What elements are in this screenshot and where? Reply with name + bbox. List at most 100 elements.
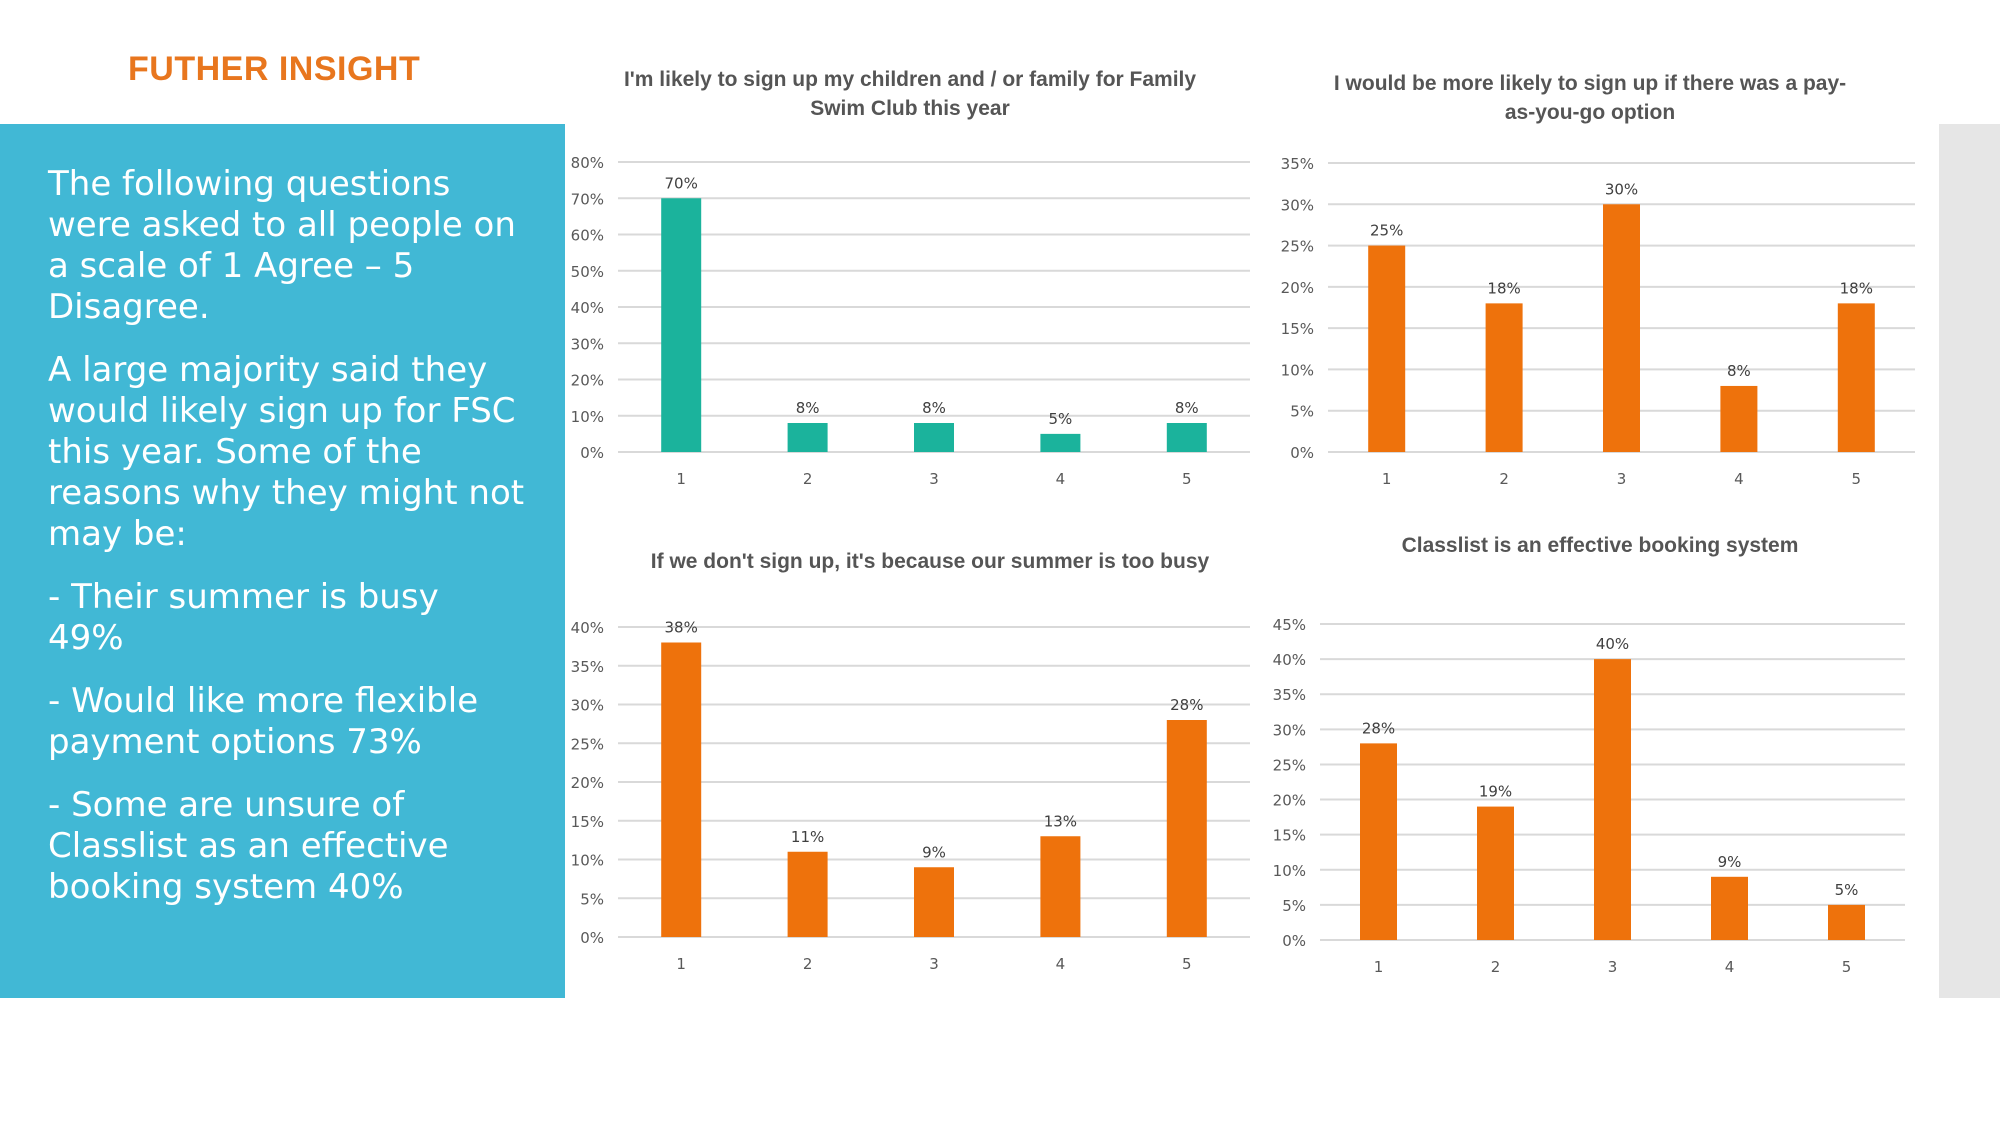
insight-busy-summer: - Their summer is busy 49% bbox=[48, 577, 439, 658]
y-tick-label: 30% bbox=[1281, 196, 1314, 214]
chart-3-summer-busy: 0% 5% 10% 15% 20% 25% 30% 35% 40% 38% 1 11% 2 9% 3 13% 4… bbox=[571, 619, 1250, 973]
data-label: 70% bbox=[665, 174, 698, 192]
data-label: 38% bbox=[665, 619, 698, 637]
data-label: 8% bbox=[922, 399, 946, 417]
chart-4-classlist-booking: 0%5%10%15%20%25%30%35%40%45%28%119%240%3… bbox=[1273, 616, 1905, 976]
x-tick-label: 1 bbox=[676, 470, 686, 488]
y-tick-label: 0% bbox=[1290, 444, 1314, 462]
x-tick-label: 4 bbox=[1056, 470, 1066, 488]
bar-4 bbox=[1040, 433, 1081, 452]
data-label: 5% bbox=[1835, 881, 1859, 899]
chart-4-title: Classlist is an effective booking system bbox=[1401, 534, 1799, 557]
x-tick-label: 3 bbox=[929, 470, 939, 488]
x-tick-label: 2 bbox=[803, 470, 813, 488]
chart-3-title: If we don't sign up, it's because our su… bbox=[650, 550, 1210, 573]
y-tick-label: 10% bbox=[571, 408, 604, 426]
data-label: 18% bbox=[1840, 279, 1873, 297]
x-tick-label: 2 bbox=[803, 955, 813, 973]
insight-panel: The following questions were asked to al… bbox=[0, 124, 565, 998]
y-tick-label: 15% bbox=[571, 813, 604, 831]
bar-5 bbox=[1828, 904, 1865, 940]
data-label: 9% bbox=[1718, 853, 1742, 871]
y-tick-label: 20% bbox=[571, 774, 604, 792]
x-tick-label: 1 bbox=[1382, 470, 1392, 488]
data-label: 19% bbox=[1479, 783, 1512, 801]
x-tick-label: 3 bbox=[1608, 958, 1618, 976]
right-edge-strip bbox=[1939, 124, 2000, 998]
data-label: 8% bbox=[1727, 362, 1751, 380]
data-label: 8% bbox=[1175, 399, 1199, 417]
bar-5 bbox=[1166, 720, 1207, 937]
chart-1-sign-up-likelihood: 0% 10% 20% 30% 40% 50% 60% 70% 80% 70% 1 8% 2 8% 3 5% 4 8… bbox=[571, 154, 1250, 488]
bar-2 bbox=[1485, 303, 1523, 452]
page-title: FUTHER INSIGHT bbox=[128, 50, 421, 88]
data-label: 28% bbox=[1362, 719, 1395, 737]
y-tick-label: 5% bbox=[1290, 403, 1314, 421]
data-label: 13% bbox=[1044, 812, 1077, 830]
y-tick-label: 80% bbox=[571, 154, 604, 172]
x-tick-label: 4 bbox=[1734, 470, 1744, 488]
x-tick-label: 4 bbox=[1056, 955, 1066, 973]
x-tick-label: 3 bbox=[1617, 470, 1627, 488]
insight-classlist: - Some are unsure of Classlist as an eff… bbox=[48, 785, 449, 907]
y-tick-label: 25% bbox=[1281, 238, 1314, 256]
y-tick-label: 25% bbox=[571, 735, 604, 753]
bar-4 bbox=[1711, 876, 1748, 940]
y-tick-label: 15% bbox=[1273, 827, 1306, 845]
y-tick-label: 15% bbox=[1281, 320, 1314, 338]
y-tick-label: 30% bbox=[571, 697, 604, 715]
y-tick-label: 5% bbox=[1282, 897, 1306, 915]
bar-5 bbox=[1166, 423, 1207, 452]
x-tick-label: 1 bbox=[1374, 958, 1384, 976]
y-tick-label: 0% bbox=[1282, 932, 1306, 950]
y-tick-label: 25% bbox=[1273, 756, 1306, 774]
chart-2-pay-as-you-go: 0% 5% 10% 15% 20% 25% 30% 35% 25% 1 18% 2 30% 3 8% 4 18%… bbox=[1281, 155, 1915, 488]
bar-3 bbox=[1594, 659, 1631, 940]
insight-majority: A large majority said they would likely … bbox=[48, 350, 525, 554]
bar-1 bbox=[1360, 743, 1397, 940]
y-tick-label: 35% bbox=[571, 658, 604, 676]
x-tick-label: 5 bbox=[1182, 955, 1192, 973]
bar-3 bbox=[1603, 204, 1640, 452]
bar-3 bbox=[914, 867, 954, 937]
y-tick-label: 30% bbox=[571, 335, 604, 353]
y-tick-label: 5% bbox=[580, 890, 604, 908]
bar-3 bbox=[914, 423, 954, 452]
y-tick-label: 60% bbox=[571, 227, 604, 245]
bar-1 bbox=[661, 198, 702, 452]
y-tick-label: 0% bbox=[580, 444, 604, 462]
data-label: 25% bbox=[1370, 222, 1403, 240]
x-tick-label: 5 bbox=[1182, 470, 1192, 488]
y-tick-label: 70% bbox=[571, 190, 604, 208]
insight-flexible-payment: - Would like more flexible payment optio… bbox=[48, 681, 479, 762]
bar-4 bbox=[1040, 836, 1081, 937]
y-tick-label: 0% bbox=[580, 929, 604, 947]
data-label: 30% bbox=[1605, 180, 1638, 198]
y-tick-label: 50% bbox=[571, 263, 604, 281]
bar-2 bbox=[787, 423, 828, 452]
data-label: 11% bbox=[791, 828, 824, 846]
data-label: 9% bbox=[922, 843, 946, 861]
x-tick-label: 5 bbox=[1842, 958, 1852, 976]
bar-1 bbox=[1368, 245, 1406, 452]
bar-2 bbox=[787, 851, 828, 937]
x-tick-label: 2 bbox=[1491, 958, 1501, 976]
x-tick-label: 2 bbox=[1499, 470, 1509, 488]
y-tick-label: 40% bbox=[571, 299, 604, 317]
data-label: 18% bbox=[1487, 279, 1520, 297]
bar-1 bbox=[661, 642, 702, 937]
y-tick-label: 10% bbox=[1273, 862, 1306, 880]
data-label: 28% bbox=[1170, 696, 1203, 714]
bar-2 bbox=[1477, 806, 1514, 940]
y-tick-label: 40% bbox=[1273, 651, 1306, 669]
chart-2-title: I would be more likely to sign up if the… bbox=[1333, 72, 1847, 124]
y-tick-label: 20% bbox=[1273, 792, 1306, 810]
x-tick-label: 5 bbox=[1852, 470, 1862, 488]
data-label: 8% bbox=[796, 399, 820, 417]
y-tick-label: 10% bbox=[1281, 361, 1314, 379]
y-tick-label: 35% bbox=[1281, 155, 1314, 173]
x-tick-label: 1 bbox=[676, 955, 686, 973]
data-label: 5% bbox=[1049, 410, 1073, 428]
y-tick-label: 10% bbox=[571, 852, 604, 870]
bar-5 bbox=[1837, 303, 1875, 452]
